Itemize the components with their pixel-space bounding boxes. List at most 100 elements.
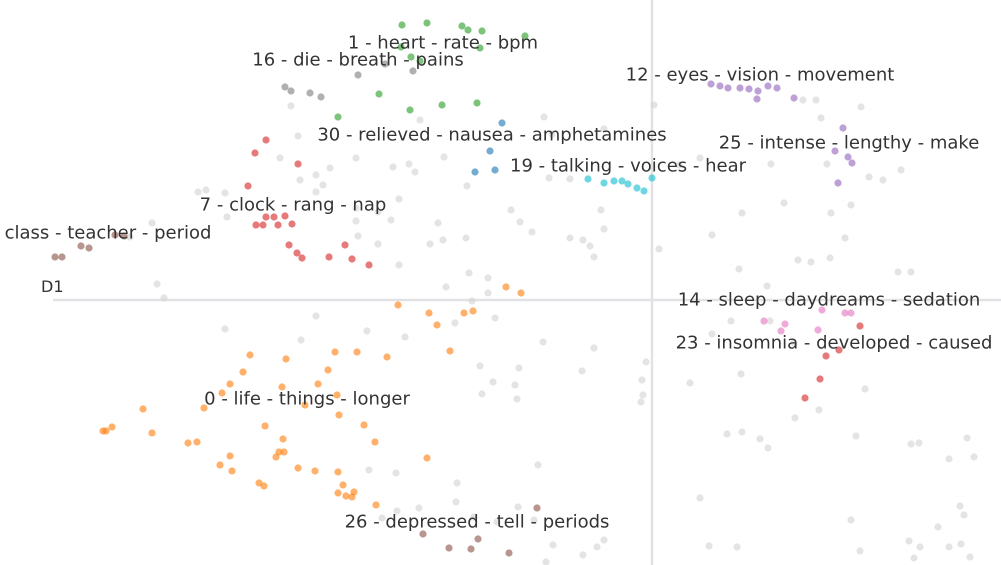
- background-point: [401, 333, 409, 341]
- background-point: [451, 319, 459, 327]
- background-point: [696, 494, 704, 502]
- topic-point: [640, 187, 648, 195]
- background-point: [365, 466, 373, 474]
- topic-point: [348, 255, 356, 263]
- topic-point: [834, 179, 842, 187]
- topic-series: [281, 60, 417, 101]
- background-point: [841, 234, 849, 242]
- background-point: [297, 336, 305, 344]
- background-point: [470, 513, 478, 521]
- topic-point: [339, 481, 347, 489]
- topic-point: [108, 423, 116, 431]
- topic-point: [818, 306, 826, 314]
- topic-point: [354, 71, 362, 79]
- background-point: [756, 435, 764, 443]
- topic-point: [306, 89, 314, 97]
- topic-series: [831, 124, 856, 187]
- topic-point: [111, 231, 119, 239]
- topic-point: [498, 119, 506, 127]
- topic-point: [790, 94, 798, 102]
- topic-point: [287, 87, 295, 95]
- topic-series: [584, 174, 656, 195]
- topic-point: [816, 375, 824, 383]
- topic-point: [476, 44, 484, 52]
- background-point: [966, 553, 974, 561]
- background-point: [579, 551, 587, 559]
- background-point: [916, 543, 924, 551]
- topic-label: 26 - depressed - tell - periods: [345, 512, 610, 533]
- background-point: [491, 314, 499, 322]
- topic-point: [814, 326, 822, 334]
- background-point: [790, 339, 798, 347]
- background-point: [326, 164, 334, 172]
- topic-point: [745, 85, 753, 93]
- background-point: [354, 232, 362, 240]
- background-point: [637, 398, 645, 406]
- topic-point: [251, 149, 259, 157]
- background-point: [807, 258, 815, 266]
- topic-point: [51, 253, 59, 261]
- topic-point: [260, 482, 268, 490]
- background-point: [764, 444, 772, 452]
- background-point: [202, 186, 210, 194]
- topic-point: [301, 401, 309, 409]
- topic-point: [423, 19, 431, 27]
- topic-point: [226, 452, 234, 460]
- background-point: [294, 132, 302, 140]
- background-point: [352, 154, 360, 162]
- topic-label: 23 - insomnia - developed - caused: [676, 333, 993, 354]
- background-point: [374, 208, 382, 216]
- topic-point: [294, 160, 302, 168]
- background-point: [439, 236, 447, 244]
- background-point: [452, 498, 460, 506]
- topic-point: [407, 53, 415, 61]
- topic-point: [331, 348, 339, 356]
- topic-point: [262, 136, 270, 144]
- topic-points: [51, 19, 864, 557]
- topic-point: [371, 438, 379, 446]
- background-point: [148, 219, 156, 227]
- background-point: [484, 289, 492, 297]
- background-point: [440, 153, 448, 161]
- background-point: [865, 173, 873, 181]
- background-point: [352, 204, 360, 212]
- topic-point: [58, 253, 66, 261]
- background-point: [566, 234, 574, 242]
- topic-label: class - teacher - period: [5, 223, 212, 244]
- topic-series: [51, 231, 128, 261]
- background-point: [600, 225, 608, 233]
- topic-point: [216, 461, 224, 469]
- background-point: [411, 168, 419, 176]
- background-point: [817, 114, 825, 122]
- background-point: [405, 160, 413, 168]
- topic-point: [467, 545, 475, 553]
- background-point: [675, 161, 683, 169]
- background-point: [827, 209, 835, 217]
- topic-point: [707, 80, 715, 88]
- topic-point: [218, 389, 226, 397]
- topic-point: [398, 21, 406, 29]
- background-point: [415, 504, 423, 512]
- background-point: [442, 283, 450, 291]
- background-point: [478, 390, 486, 398]
- topic-label: 12 - eyes - vision - movement: [626, 65, 895, 86]
- background-point: [934, 523, 942, 531]
- background-point: [650, 101, 658, 109]
- topic-point: [486, 147, 494, 155]
- topic-point: [423, 454, 431, 462]
- background-point: [638, 376, 646, 384]
- topic-label: 16 - die - breath - pains: [252, 50, 463, 71]
- topic-point: [521, 32, 529, 40]
- background-point: [516, 218, 524, 226]
- background-point: [548, 130, 556, 138]
- topic-point: [781, 320, 789, 328]
- topic-label: 19 - talking - voices - hear: [510, 156, 747, 177]
- dimension-label: D1: [41, 277, 64, 296]
- topic-point: [760, 317, 768, 325]
- topic-point: [600, 179, 608, 187]
- background-point: [586, 242, 594, 250]
- background-point: [507, 206, 515, 214]
- topic-point: [317, 93, 325, 101]
- background-point: [549, 541, 557, 549]
- topic-point: [226, 380, 234, 388]
